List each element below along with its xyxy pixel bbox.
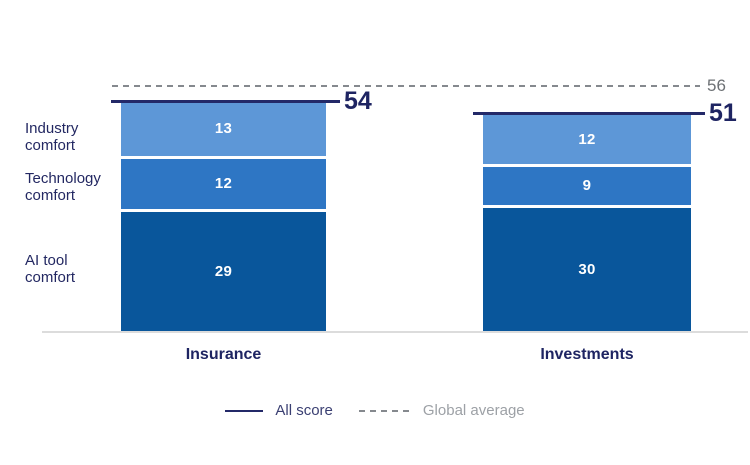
segment-value: 12	[578, 130, 596, 148]
segment-value: 12	[214, 175, 233, 193]
segment-value: 29	[214, 263, 233, 281]
x-axis-line	[42, 331, 748, 333]
segment-value: 30	[578, 261, 596, 279]
all-score-value-insurance: 54	[344, 86, 372, 115]
bar-segment-industry-comfort: 13	[121, 101, 326, 156]
all-score-line-investments	[473, 112, 705, 116]
segment-value: 9	[582, 177, 592, 195]
all-score-line-insurance	[111, 99, 340, 103]
legend-global-average-dash-swatch	[358, 409, 411, 412]
segment-value: 13	[214, 120, 233, 138]
row-label-industry-comfort: Industry comfort	[25, 120, 79, 154]
category-label-investments: Investments	[540, 346, 634, 363]
legend-global-average-label: Global average	[422, 402, 525, 419]
legend: All score Global average	[0, 402, 750, 419]
bar-segment-industry-comfort: 12	[483, 114, 691, 165]
bar-segment-ai-tool-comfort: 29	[121, 211, 326, 332]
bar-insurance: 54 13 12 29	[111, 87, 372, 332]
legend-all-score-label: All score	[275, 402, 333, 419]
row-label-technology-comfort: Technology comfort	[25, 170, 101, 204]
global-average-dashed-line	[112, 85, 700, 87]
global-average-value: 56	[707, 76, 726, 95]
all-score-value-investments: 51	[709, 99, 737, 128]
bar-investments: 51 12 9 30	[473, 99, 737, 332]
bar-segment-technology-comfort: 12	[121, 158, 326, 209]
bar-segment-ai-tool-comfort: 30	[483, 207, 691, 332]
bar-segment-technology-comfort: 9	[483, 167, 691, 205]
category-label-insurance: Insurance	[185, 346, 262, 363]
legend-all-score-line-swatch	[225, 409, 264, 412]
row-label-ai-tool-comfort: AI tool comfort	[25, 252, 76, 286]
